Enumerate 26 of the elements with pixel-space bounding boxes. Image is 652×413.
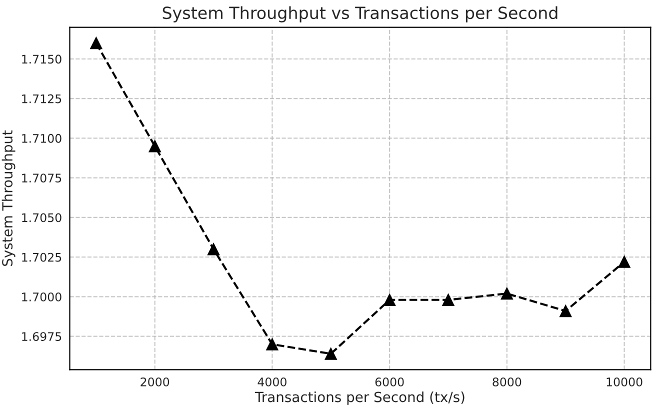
y-tick-label: 1.7125 <box>22 94 62 104</box>
point <box>324 348 337 360</box>
x-tick-label: 10000 <box>606 377 642 386</box>
point <box>266 338 278 350</box>
x-tick-label: 6000 <box>375 377 404 386</box>
y-tick-label: 1.7050 <box>22 213 62 222</box>
x-tick-label: 2000 <box>140 377 170 386</box>
y-tick-label: 1.6975 <box>22 332 62 341</box>
point <box>90 37 102 50</box>
point <box>148 140 161 152</box>
y-tick-label: 1.7150 <box>22 54 62 64</box>
x-tick-label: 8000 <box>492 377 522 386</box>
x-tick-label: 4000 <box>258 377 286 386</box>
point <box>618 256 630 268</box>
point <box>383 294 396 306</box>
y-tick-label: 1.7100 <box>22 134 62 143</box>
y-axis-title: System Throughput <box>2 130 16 266</box>
point <box>442 294 454 306</box>
x-axis-title: Transactions per Second (tx/s) <box>254 391 464 405</box>
point <box>500 287 514 300</box>
y-tick-label: 1.7075 <box>22 174 62 182</box>
y-tick-label: 1.7000 <box>22 292 62 302</box>
point <box>207 243 220 256</box>
chart-title: System Throughput vs Transactions per Second <box>162 6 558 22</box>
point <box>560 304 572 318</box>
y-tick-label: 1.7025 <box>22 252 62 262</box>
